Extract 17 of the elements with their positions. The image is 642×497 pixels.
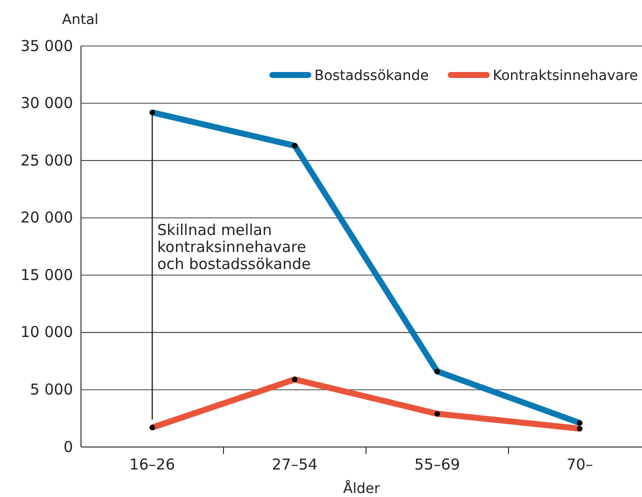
x-tick-label: 27–54 — [272, 456, 318, 474]
y-tick-label: 25 000 — [20, 151, 73, 170]
y-axis-title: Antal — [62, 12, 98, 28]
x-axis-title: Ålder — [343, 480, 380, 497]
y-tick-label: 30 000 — [20, 94, 73, 112]
y-tick-label: 10 000 — [20, 323, 73, 342]
legend-label: Kontraktsinnehavare — [492, 68, 638, 84]
legend-label: Bostadssökande — [314, 68, 429, 84]
annotation: Skillnad mellan kontraksinnehavare och bostadssökande — [157, 221, 311, 274]
y-tick-label: 20 000 — [20, 208, 73, 227]
x-tick-label: 55–69 — [414, 456, 460, 474]
y-tick-label: 15 000 — [20, 266, 73, 284]
y-tick-label: 5 000 — [30, 380, 73, 399]
x-tick-label: 16–26 — [129, 456, 176, 474]
y-tick-label: 35 000 — [20, 36, 73, 55]
x-tick-label: 70– — [566, 456, 594, 474]
y-tick-label: 0 — [63, 438, 73, 456]
